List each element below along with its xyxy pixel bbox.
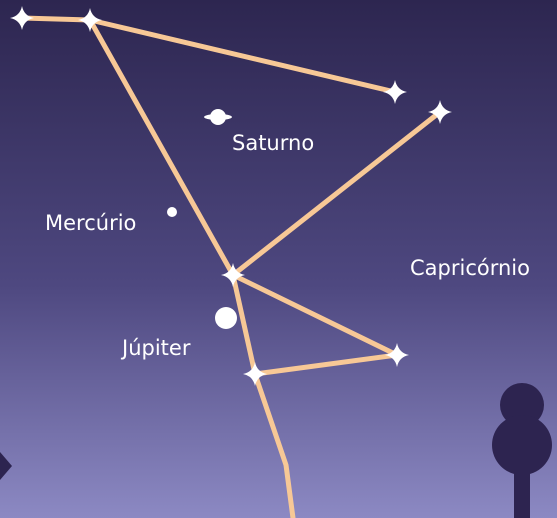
jupiter bbox=[215, 307, 237, 329]
constellation-label: Capricórnio bbox=[410, 256, 530, 280]
mercury bbox=[167, 207, 177, 217]
planet-label: Saturno bbox=[232, 131, 314, 155]
planet-label: Júpiter bbox=[120, 336, 191, 360]
sky-scene: Saturno Mercúrio Júpiter Capricórnio bbox=[0, 0, 557, 518]
planet-label: Mercúrio bbox=[45, 211, 136, 235]
